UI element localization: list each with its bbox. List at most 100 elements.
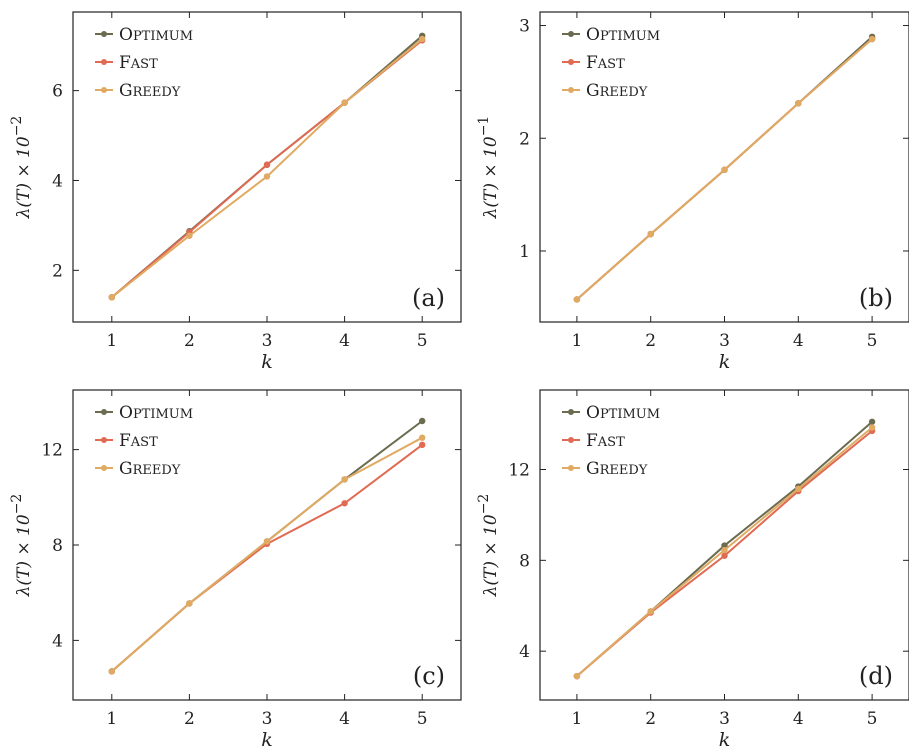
legend-marker-fast <box>101 59 107 65</box>
legend-marker-optimum <box>101 409 107 415</box>
data-point-fast <box>263 161 271 168</box>
panel-a: 1 2 3 4 5 2 4 6 k λ(T) × 10−2 OPTIMUM FAST GREEDY (a) <box>9 11 462 373</box>
data-point-optimum <box>419 417 426 425</box>
y-axis-label: λ(T) × 10−1 <box>476 116 501 220</box>
legend-marker-optimum <box>568 409 574 415</box>
data-point-greedy <box>795 100 802 107</box>
x-tick-label: 2 <box>184 709 195 729</box>
x-axis-label: k <box>261 351 273 373</box>
x-tick-label: 3 <box>719 331 730 351</box>
data-point-greedy <box>341 476 348 483</box>
x-tick-label: 2 <box>645 709 656 729</box>
legend-label-optimum: OPTIMUM <box>119 403 193 423</box>
x-tick-label: 1 <box>571 709 582 729</box>
data-point-fast <box>419 441 426 449</box>
panel-tag: (c) <box>413 662 445 690</box>
data-point-greedy <box>263 173 271 180</box>
data-point-greedy <box>721 546 728 554</box>
x-tick-label: 4 <box>793 331 804 351</box>
data-point-greedy <box>108 294 116 301</box>
x-tick-label: 5 <box>867 709 878 729</box>
legend-marker-fast <box>568 437 574 443</box>
data-point-greedy <box>868 424 876 431</box>
x-tick-label: 5 <box>417 709 428 729</box>
x-tick-label: 4 <box>339 331 350 351</box>
legend-marker-fast <box>101 437 107 443</box>
legend-label-optimum: OPTIMUM <box>586 25 660 45</box>
legend-marker-greedy <box>568 465 574 471</box>
data-point-greedy <box>868 35 876 43</box>
x-tick-label: 1 <box>106 331 117 351</box>
legend-label-greedy: GREEDY <box>586 459 648 479</box>
legend-label-greedy: GREEDY <box>119 81 181 101</box>
legend-marker-optimum <box>101 31 107 37</box>
legend-label-optimum: OPTIMUM <box>586 403 660 423</box>
data-point-greedy <box>341 99 348 106</box>
legend-label-fast: FAST <box>119 431 158 451</box>
data-point-fast <box>721 552 728 559</box>
y-tick-label: 8 <box>519 551 530 571</box>
y-axis-label: λ(T) × 10−2 <box>9 494 34 598</box>
data-point-greedy <box>186 232 193 239</box>
y-tick-label: 12 <box>508 460 530 480</box>
y-tick-label: 6 <box>52 82 63 102</box>
x-tick-label: 3 <box>262 331 273 351</box>
x-axis-label: k <box>261 729 273 751</box>
legend-marker-greedy <box>101 465 107 471</box>
data-point-greedy <box>647 230 654 238</box>
y-tick-label: 2 <box>52 261 63 281</box>
data-point-greedy <box>573 672 581 680</box>
y-tick-label: 2 <box>519 129 530 149</box>
panel-tag: (b) <box>859 284 893 312</box>
data-point-optimum <box>868 418 876 425</box>
x-tick-label: 5 <box>867 331 878 351</box>
legend-label-fast: FAST <box>586 431 625 451</box>
legend-label-greedy: GREEDY <box>119 459 181 479</box>
legend-label-greedy: GREEDY <box>586 81 648 101</box>
data-point-greedy <box>721 166 728 174</box>
x-tick-label: 1 <box>571 331 582 351</box>
x-axis-label: k <box>719 729 731 751</box>
data-point-fast <box>341 500 348 507</box>
y-axis-label: λ(T) × 10−2 <box>9 116 34 220</box>
legend-marker-optimum <box>568 31 574 37</box>
x-tick-label: 5 <box>417 331 428 351</box>
y-tick-label: 12 <box>41 441 63 461</box>
data-point-greedy <box>263 538 271 545</box>
data-point-greedy <box>419 35 426 43</box>
y-tick-label: 1 <box>519 242 530 262</box>
panel-tag: (d) <box>859 662 893 690</box>
x-tick-label: 3 <box>719 709 730 729</box>
legend-label-fast: FAST <box>119 53 158 73</box>
data-point-greedy <box>795 485 802 492</box>
y-tick-label: 8 <box>52 536 63 556</box>
series-line-fast <box>111 39 423 299</box>
data-point-greedy <box>647 608 654 615</box>
x-tick-label: 1 <box>106 709 117 729</box>
x-tick-label: 4 <box>339 709 350 729</box>
y-tick-label: 4 <box>52 631 63 651</box>
data-point-greedy <box>108 668 116 675</box>
x-axis-label: k <box>719 351 731 373</box>
x-tick-label: 4 <box>793 709 804 729</box>
data-point-optimum <box>721 542 728 549</box>
legend-label-optimum: OPTIMUM <box>119 25 193 45</box>
legend-marker-greedy <box>101 87 107 93</box>
x-tick-label: 2 <box>184 331 195 351</box>
panel-tag: (a) <box>412 284 445 312</box>
legend-label-fast: FAST <box>586 53 625 73</box>
data-point-greedy <box>573 296 581 303</box>
x-tick-label: 3 <box>262 709 273 729</box>
legend-marker-greedy <box>568 87 574 93</box>
data-point-greedy <box>419 434 426 441</box>
y-tick-label: 3 <box>519 17 530 37</box>
y-axis-label: λ(T) × 10−2 <box>476 494 501 598</box>
y-tick-label: 4 <box>519 642 530 662</box>
x-tick-label: 2 <box>645 331 656 351</box>
series-line-fast <box>111 444 423 673</box>
legend-marker-fast <box>568 59 574 65</box>
